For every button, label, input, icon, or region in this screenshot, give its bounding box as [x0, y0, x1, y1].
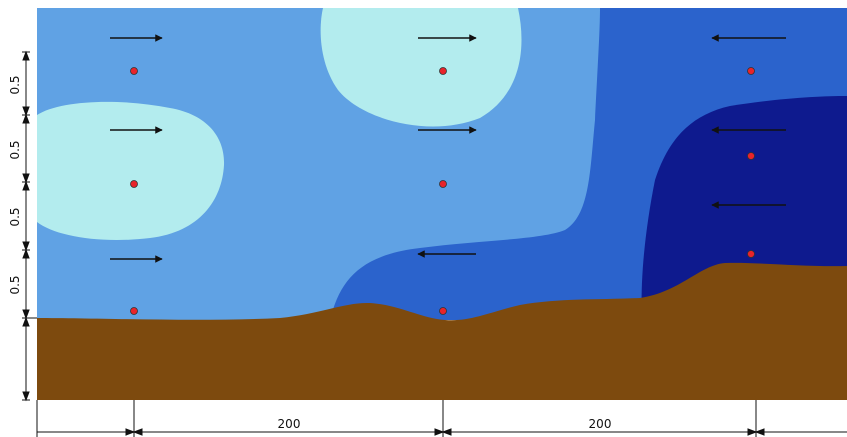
- red-dot-icon: [747, 67, 755, 75]
- vertical-dimension-label: 0.5: [8, 207, 22, 226]
- vertical-dimension: [22, 50, 37, 402]
- red-dot-icon: [747, 250, 755, 258]
- zone-light-left: [37, 101, 225, 241]
- measurement-points: [130, 67, 755, 315]
- horizontal-dimension-labels: 200 200: [278, 417, 612, 431]
- horizontal-dimension-label: 200: [589, 417, 612, 431]
- vertical-dimension-labels: 0.5 0.5 0.5 0.5: [8, 75, 22, 294]
- flow-arrows: [110, 34, 786, 263]
- soil-bed: [37, 262, 847, 400]
- vertical-dimension-label: 0.5: [8, 275, 22, 294]
- zone-dark-blue: [641, 96, 847, 320]
- vertical-dimension-label: 0.5: [8, 75, 22, 94]
- red-dot-icon: [130, 67, 138, 75]
- red-dot-icon: [747, 152, 755, 160]
- red-dot-icon: [130, 180, 138, 188]
- horizontal-dimension: [36, 400, 847, 437]
- red-dot-icon: [439, 307, 447, 315]
- red-dot-icon: [439, 180, 447, 188]
- red-dot-icon: [439, 67, 447, 75]
- vertical-dimension-label: 0.5: [8, 140, 22, 159]
- contour-zones: [37, 8, 847, 320]
- horizontal-dimension-label: 200: [278, 417, 301, 431]
- red-dot-icon: [130, 307, 138, 315]
